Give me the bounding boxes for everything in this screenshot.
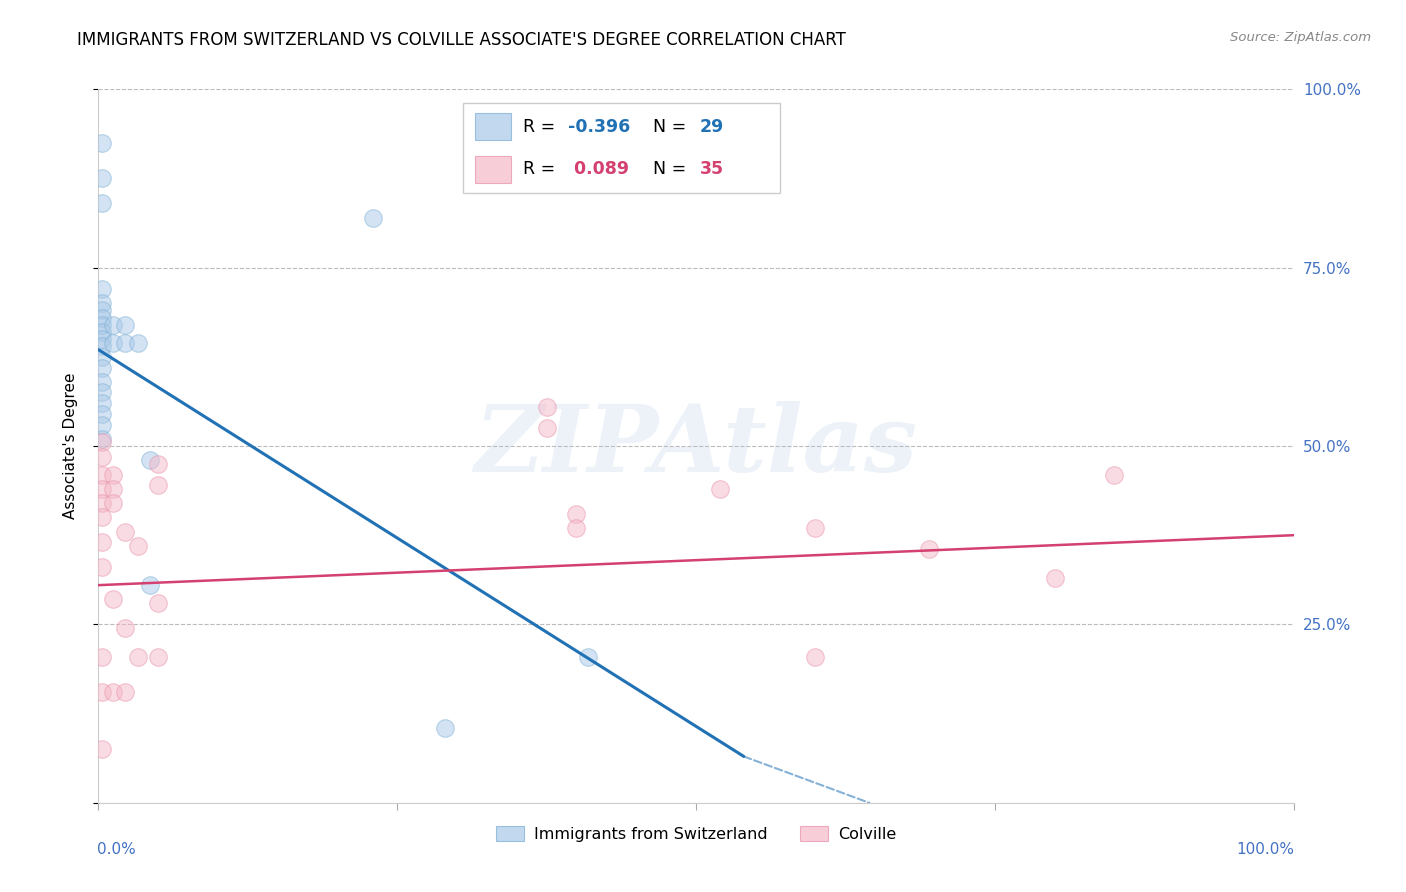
- Point: [101, 496, 124, 510]
- FancyBboxPatch shape: [475, 113, 510, 140]
- Point: [91, 171, 114, 186]
- FancyBboxPatch shape: [463, 103, 780, 193]
- Point: [91, 742, 114, 756]
- Point: [91, 407, 114, 421]
- Point: [101, 467, 124, 482]
- Text: 0.0%: 0.0%: [97, 842, 136, 857]
- Point: [101, 592, 124, 607]
- Point: [114, 524, 136, 539]
- Point: [91, 296, 114, 310]
- Point: [918, 542, 941, 557]
- Point: [91, 196, 114, 211]
- Point: [91, 282, 114, 296]
- Point: [536, 421, 558, 435]
- Point: [101, 335, 124, 350]
- Text: -0.396: -0.396: [568, 118, 630, 136]
- Text: IMMIGRANTS FROM SWITZERLAND VS COLVILLE ASSOCIATE'S DEGREE CORRELATION CHART: IMMIGRANTS FROM SWITZERLAND VS COLVILLE …: [77, 31, 846, 49]
- Text: R =: R =: [523, 118, 561, 136]
- Point: [101, 482, 124, 496]
- Point: [91, 467, 114, 482]
- Point: [363, 211, 385, 225]
- Point: [127, 539, 149, 553]
- FancyBboxPatch shape: [475, 156, 510, 183]
- Text: 29: 29: [700, 118, 724, 136]
- Point: [114, 685, 136, 699]
- Y-axis label: Associate's Degree: Associate's Degree: [63, 373, 77, 519]
- Text: 0.089: 0.089: [568, 161, 628, 178]
- Point: [565, 507, 588, 521]
- Point: [91, 396, 114, 410]
- Point: [91, 560, 114, 574]
- Point: [114, 621, 136, 635]
- Point: [114, 318, 136, 332]
- Point: [91, 435, 114, 450]
- Point: [91, 375, 114, 389]
- Point: [91, 318, 114, 332]
- Point: [139, 453, 162, 467]
- Point: [91, 496, 114, 510]
- Point: [804, 649, 827, 664]
- Text: N =: N =: [643, 161, 692, 178]
- Point: [148, 596, 170, 610]
- Point: [91, 510, 114, 524]
- Point: [148, 478, 170, 492]
- Point: [101, 318, 124, 332]
- Point: [91, 350, 114, 364]
- Point: [91, 649, 114, 664]
- Point: [91, 303, 114, 318]
- Point: [91, 535, 114, 549]
- Point: [434, 721, 457, 735]
- Point: [91, 310, 114, 325]
- Point: [91, 385, 114, 400]
- Text: R =: R =: [523, 161, 561, 178]
- Text: 100.0%: 100.0%: [1237, 842, 1295, 857]
- Text: Source: ZipAtlas.com: Source: ZipAtlas.com: [1230, 31, 1371, 45]
- Point: [114, 335, 136, 350]
- Point: [709, 482, 731, 496]
- Point: [91, 360, 114, 375]
- Point: [91, 417, 114, 432]
- Legend: Immigrants from Switzerland, Colville: Immigrants from Switzerland, Colville: [489, 820, 903, 848]
- Point: [1043, 571, 1066, 585]
- Point: [91, 332, 114, 346]
- Text: ZIPAtlas: ZIPAtlas: [474, 401, 918, 491]
- Text: N =: N =: [643, 118, 692, 136]
- Point: [139, 578, 162, 592]
- Point: [91, 339, 114, 353]
- Point: [578, 649, 600, 664]
- Point: [91, 432, 114, 446]
- Point: [536, 400, 558, 414]
- Point: [91, 482, 114, 496]
- Point: [91, 325, 114, 339]
- Text: 35: 35: [700, 161, 724, 178]
- Point: [1104, 467, 1126, 482]
- Point: [101, 685, 124, 699]
- Point: [91, 450, 114, 464]
- Point: [91, 685, 114, 699]
- Point: [127, 649, 149, 664]
- Point: [804, 521, 827, 535]
- Point: [91, 136, 114, 150]
- Point: [148, 457, 170, 471]
- Point: [127, 335, 149, 350]
- Point: [148, 649, 170, 664]
- Point: [565, 521, 588, 535]
